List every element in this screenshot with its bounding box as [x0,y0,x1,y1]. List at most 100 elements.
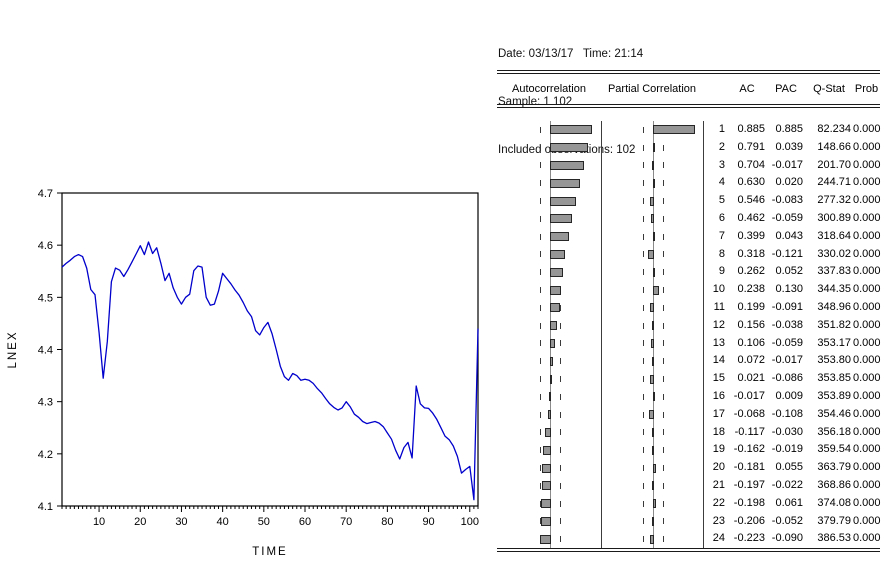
partial-correlation-bar-panel [601,298,703,317]
autocorrelation-bar [550,285,561,295]
qstat-value: 337.83 [817,265,851,278]
autocorrelation-bar-panel [497,227,601,246]
confidence-bound-dash [663,144,664,151]
ac-value: -0.206 [733,514,765,527]
confidence-bound-dash [663,287,664,294]
partial-correlation-bar [653,267,655,277]
ac-value: 0.106 [737,336,765,349]
pac-value: 0.039 [775,140,803,153]
confidence-bound-dash [643,340,644,347]
x-axis-tick-label: 60 [299,516,311,528]
correlogram-row: 11 0.199 -0.091 348.96 0.000 [497,298,881,317]
confidence-bound-dash [663,482,664,489]
lag-value: 17 [703,405,727,424]
correlogram-row: 24 -0.223 -0.090 386.53 0.000 [497,530,881,549]
x-axis-tick-label: 80 [381,516,393,528]
autocorrelation-bar [549,392,551,402]
autocorrelation-bar-panel [497,156,601,175]
qstat-value: 244.71 [817,176,851,189]
ac-column-header: AC [739,83,755,95]
partial-correlation-header: Partial Correlation [607,83,697,95]
partial-correlation-bar-panel [601,227,703,246]
confidence-bound-dash [540,411,541,418]
lag-value: 10 [703,281,727,299]
ac-value: 0.238 [737,283,765,296]
qstat-value: 353.89 [817,389,851,402]
partial-correlation-bar [653,463,656,473]
confidence-bound-dash [643,180,644,187]
autocorrelation-bar [542,481,551,491]
confidence-bound-dash [663,198,664,205]
prob-value: 0.000 [853,407,881,420]
pac-value: -0.017 [771,158,803,171]
ac-value: 0.399 [737,229,765,242]
y-axis-title: LNEX [7,330,19,368]
lag-value: 1 [703,121,727,139]
partial-correlation-bar-panel [601,316,703,335]
confidence-bound-dash [663,180,664,187]
confidence-bound-dash [643,536,644,543]
confidence-bound-dash [540,269,541,276]
qstat-value: 330.02 [817,247,851,260]
pac-value: -0.090 [771,532,803,545]
top-double-rule [497,70,880,74]
confidence-bound-dash [560,411,561,418]
confidence-bound-dash [663,447,664,454]
correlogram-row: 15 0.021 -0.086 353.85 0.000 [497,370,881,388]
prob-value: 0.000 [853,176,881,189]
confidence-bound-dash [663,500,664,507]
confidence-bound-dash [643,429,644,436]
ac-value: -0.068 [733,407,765,420]
confidence-bound-dash [663,251,664,258]
autocorrelation-bar-panel [497,174,601,193]
x-axis-tick-label: 50 [258,516,270,528]
y-axis-tick-label: 4.6 [38,240,53,252]
pac-value: -0.030 [771,425,803,438]
confidence-bound-dash [540,126,541,133]
confidence-bound-dash [560,429,561,436]
qstat-value: 201.70 [817,158,851,171]
lag-value: 20 [703,459,727,477]
lag-value: 3 [703,156,727,175]
confidence-bound-dash [663,322,664,329]
ac-value: -0.162 [733,443,765,456]
correlogram-header-row: Autocorrelation Partial Correlation AC P… [497,76,880,102]
prob-value: 0.000 [853,140,881,153]
confidence-bound-dash [663,269,664,276]
partial-correlation-bar-panel [601,512,703,531]
lag-value: 18 [703,423,727,442]
partial-correlation-bar-panel [601,245,703,264]
qstat-value: 344.35 [817,283,851,296]
qstat-value: 374.08 [817,496,851,509]
pac-value: 0.130 [775,283,803,296]
confidence-bound-dash [643,376,644,383]
lnex-series-line [61,241,479,501]
lag-value: 15 [703,370,727,388]
qstat-value: 368.86 [817,478,851,491]
autocorrelation-header: Autocorrelation [512,83,586,95]
lag-value: 9 [703,263,727,282]
autocorrelation-bar [548,410,551,420]
ac-value: -0.017 [733,389,765,402]
prob-value: 0.000 [853,425,881,438]
autocorrelation-bar [550,321,557,331]
qstat-value: 359.54 [817,443,851,456]
ac-value: -0.181 [733,461,765,474]
pac-value: 0.055 [775,461,803,474]
partial-correlation-bar [651,214,654,224]
confidence-bound-dash [540,429,541,436]
correlogram-row: 17 -0.068 -0.108 354.46 0.000 [497,405,881,424]
qstat-value: 356.18 [817,425,851,438]
confidence-bound-dash [560,500,561,507]
confidence-bound-dash [663,233,664,240]
ac-value: 0.546 [737,194,765,207]
confidence-bound-dash [643,447,644,454]
autocorrelation-bar-panel [497,209,601,228]
pac-value: -0.121 [771,247,803,260]
prob-value: 0.000 [853,283,881,296]
pac-value: -0.108 [771,407,803,420]
autocorrelation-bar-panel [497,263,601,282]
x-axis-title: TIME [252,546,287,558]
autocorrelation-bar-panel [497,352,601,371]
confidence-bound-dash [663,376,664,383]
